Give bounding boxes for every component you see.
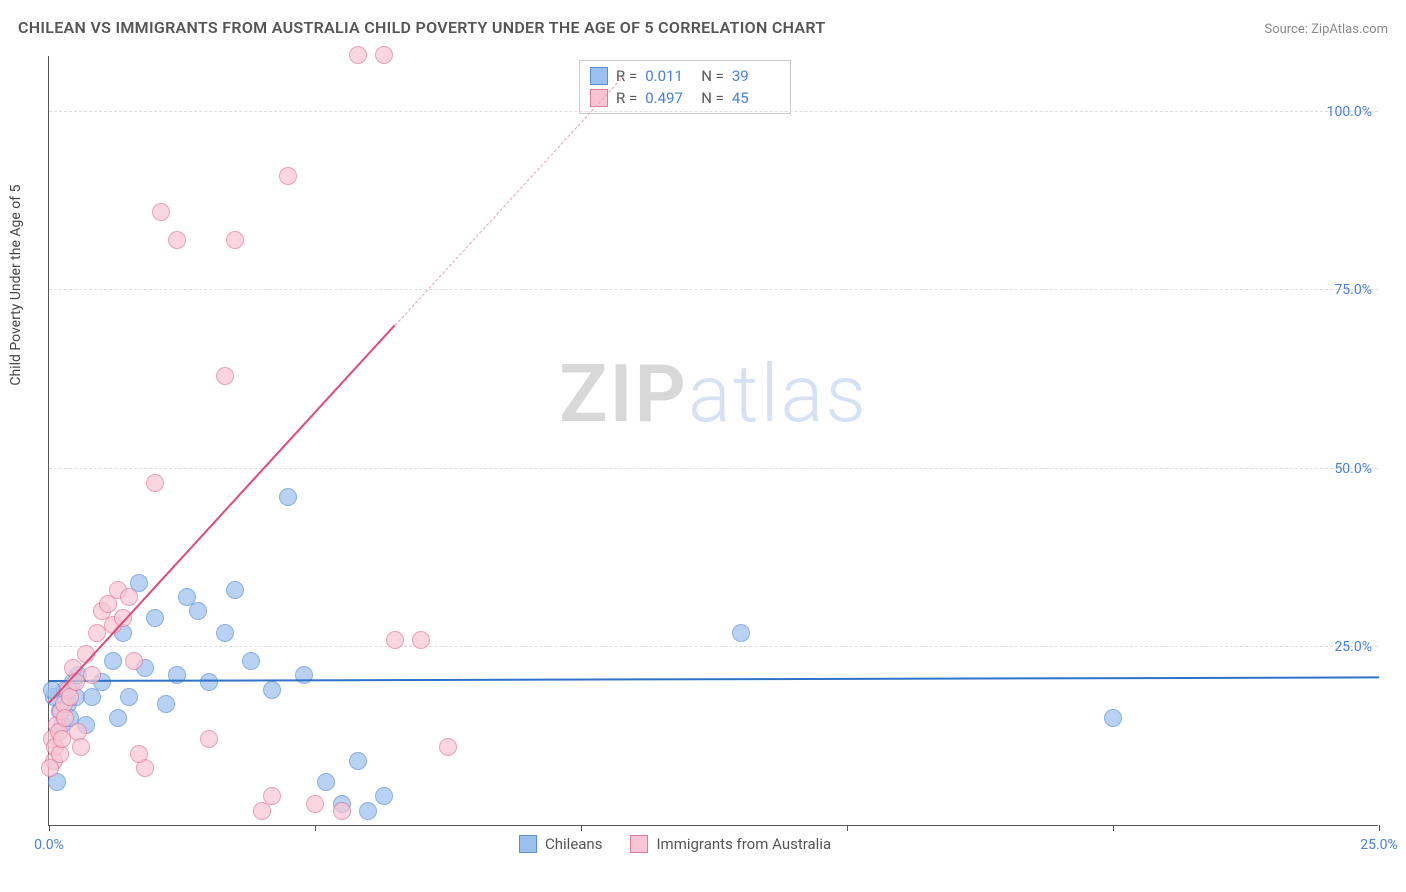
xtick <box>1379 825 1380 831</box>
swatch-aus <box>590 89 608 107</box>
data-point-aus <box>125 652 143 670</box>
y-axis-label: Child Poverty Under the Age of 5 <box>8 185 24 386</box>
stat-label-n: N = <box>701 89 724 107</box>
watermark-text-a: ZIP <box>559 347 688 441</box>
data-point-aus <box>83 666 101 684</box>
data-point-chileans <box>359 802 377 820</box>
stat-label-n: N = <box>701 67 724 85</box>
xtick <box>315 825 316 831</box>
data-point-chileans <box>242 652 260 670</box>
data-point-aus <box>168 231 186 249</box>
data-point-aus <box>226 231 244 249</box>
data-point-aus <box>200 730 218 748</box>
stat-value-r-aus: 0.497 <box>645 89 693 107</box>
stat-value-r-chileans: 0.011 <box>645 67 693 85</box>
gridline-h <box>49 646 1378 647</box>
data-point-chileans <box>1104 709 1122 727</box>
data-point-aus <box>349 46 367 64</box>
data-point-aus <box>279 167 297 185</box>
data-point-aus <box>130 745 148 763</box>
data-point-chileans <box>317 773 335 791</box>
swatch-aus <box>630 835 648 853</box>
data-point-aus <box>412 631 430 649</box>
title-bar: CHILEAN VS IMMIGRANTS FROM AUSTRALIA CHI… <box>18 18 1388 37</box>
data-point-chileans <box>375 787 393 805</box>
ytick-label: 25.0% <box>1334 639 1372 655</box>
scatter-plot-area: ZIPatlas R = 0.011 N = 39 R = 0.497 N = … <box>48 56 1378 826</box>
stats-row-chileans: R = 0.011 N = 39 <box>590 65 780 87</box>
data-point-chileans <box>200 673 218 691</box>
trend-line <box>394 76 623 326</box>
swatch-chileans <box>519 835 537 853</box>
data-point-aus <box>263 787 281 805</box>
data-point-chileans <box>109 709 127 727</box>
swatch-chileans <box>590 67 608 85</box>
gridline-h <box>49 289 1378 290</box>
data-point-chileans <box>189 602 207 620</box>
data-point-aus <box>386 631 404 649</box>
data-point-aus <box>72 738 90 756</box>
data-point-aus <box>306 795 324 813</box>
data-point-aus <box>152 203 170 221</box>
stats-row-aus: R = 0.497 N = 45 <box>590 87 780 109</box>
ytick-label: 75.0% <box>1334 282 1372 298</box>
xtick-label: 0.0% <box>34 837 64 853</box>
gridline-h <box>49 468 1378 469</box>
data-point-chileans <box>226 581 244 599</box>
legend-item-chileans: Chileans <box>519 835 602 853</box>
data-point-aus <box>56 709 74 727</box>
trend-line <box>49 677 1379 683</box>
data-point-chileans <box>732 624 750 642</box>
legend-item-aus: Immigrants from Australia <box>630 835 831 853</box>
gridline-h <box>49 111 1378 112</box>
data-point-chileans <box>279 488 297 506</box>
ytick-label: 50.0% <box>1334 461 1372 477</box>
data-point-chileans <box>146 609 164 627</box>
stat-value-n-aus: 45 <box>732 89 780 107</box>
chart-title: CHILEAN VS IMMIGRANTS FROM AUSTRALIA CHI… <box>18 18 826 37</box>
data-point-aus <box>439 738 457 756</box>
data-point-chileans <box>216 624 234 642</box>
data-point-aus <box>41 759 59 777</box>
watermark: ZIPatlas <box>559 347 868 441</box>
ytick-label: 100.0% <box>1327 104 1372 120</box>
data-point-chileans <box>104 652 122 670</box>
data-point-aus <box>216 367 234 385</box>
data-point-aus <box>146 474 164 492</box>
watermark-text-b: atlas <box>688 347 868 441</box>
xtick <box>847 825 848 831</box>
data-point-chileans <box>295 666 313 684</box>
stats-legend-box: R = 0.011 N = 39 R = 0.497 N = 45 <box>579 60 791 114</box>
stat-value-n-chileans: 39 <box>732 67 780 85</box>
xtick-label: 25.0% <box>1360 837 1398 853</box>
stat-label-r: R = <box>616 67 637 85</box>
xtick <box>49 825 50 831</box>
data-point-chileans <box>263 681 281 699</box>
source-label: Source: ZipAtlas.com <box>1264 22 1388 37</box>
data-point-chileans <box>349 752 367 770</box>
data-point-chileans <box>120 688 138 706</box>
stat-label-r: R = <box>616 89 637 107</box>
legend-label-aus: Immigrants from Australia <box>656 835 831 853</box>
xtick <box>1113 825 1114 831</box>
xtick <box>581 825 582 831</box>
data-point-aus <box>375 46 393 64</box>
data-point-aus <box>333 802 351 820</box>
data-point-chileans <box>157 695 175 713</box>
legend-label-chileans: Chileans <box>545 835 602 853</box>
data-point-aus <box>120 588 138 606</box>
legend-bottom: Chileans Immigrants from Australia <box>519 835 831 853</box>
